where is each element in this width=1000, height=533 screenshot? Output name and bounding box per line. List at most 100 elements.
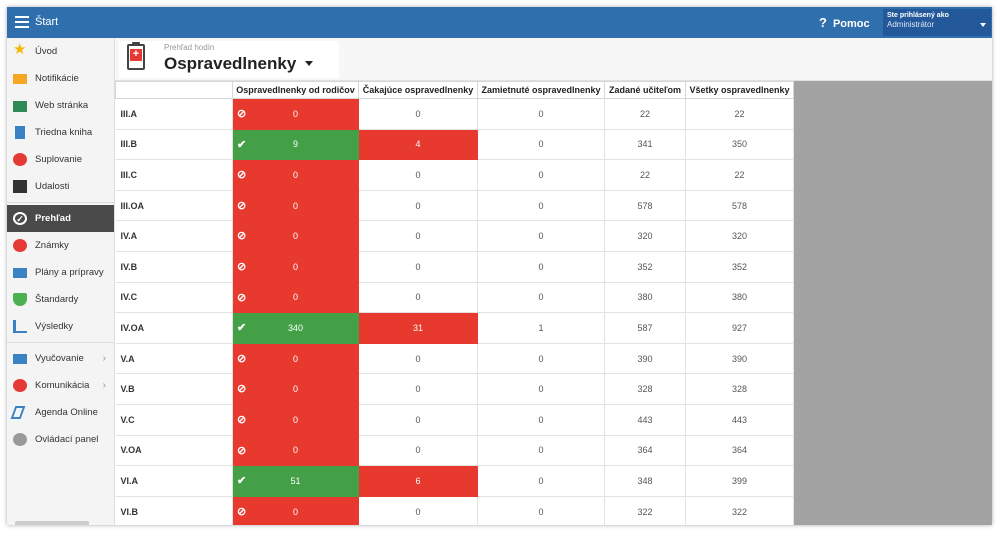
- sidebar-item-0[interactable]: ★ Úvod: [7, 38, 114, 65]
- column-header-teacher[interactable]: Zadané učiteľom: [604, 81, 686, 99]
- teacher-cell: 22: [604, 98, 686, 130]
- table-row[interactable]: VI.B ⊘ 0 0 0 322 322: [115, 495, 794, 525]
- help-button[interactable]: ? Pomoc: [819, 15, 870, 30]
- view-selector[interactable]: Prehľad hodín Ospravedlnenky: [119, 41, 339, 78]
- parents-cell: ⊘ 0: [232, 220, 359, 252]
- start-title[interactable]: Štart: [35, 16, 59, 28]
- rejected-cell-value: 0: [538, 169, 544, 180]
- table-row[interactable]: IV.C ⊘ 0 0 0 380 380: [115, 281, 794, 314]
- column-header-pending[interactable]: Čakajúce ospravedlnenky: [358, 81, 478, 99]
- parents-cell-value: 0: [292, 200, 298, 211]
- table-row[interactable]: V.B ⊘ 0 0 0 328 328: [115, 373, 794, 405]
- sidebar-item-2[interactable]: Web stránka: [7, 92, 114, 119]
- parents-cell: ✔ 340: [232, 312, 359, 344]
- teacher-cell: 352: [604, 250, 686, 283]
- parents-cell: ⊘ 0: [232, 403, 359, 436]
- hamburger-icon[interactable]: [15, 16, 29, 28]
- sidebar-item-6[interactable]: ✓ Prehľad: [7, 205, 114, 232]
- teacher-cell-value: 320: [637, 231, 653, 242]
- sidebar-item-1[interactable]: Notifikácie: [7, 65, 114, 92]
- table-row[interactable]: III.OA ⊘ 0 0 0 578 578: [115, 189, 794, 222]
- grades-icon: [13, 239, 27, 252]
- pen-icon: [10, 406, 26, 419]
- column-header-rejected[interactable]: Zamietnuté ospravedlnenky: [477, 81, 605, 99]
- rejected-cell-value: 0: [538, 384, 544, 395]
- column-header-class: [115, 81, 233, 99]
- class-cell-value: VI.B: [120, 506, 139, 517]
- column-header-all[interactable]: Všetky ospravedlnenky: [685, 81, 794, 99]
- teacher-cell-value: 22: [639, 169, 650, 180]
- sidebar-scrollbar[interactable]: [15, 521, 89, 525]
- teacher-cell-value: 352: [637, 261, 653, 272]
- class-cell: V.A: [115, 342, 233, 375]
- ban-icon: ⊘: [237, 291, 247, 304]
- table-row[interactable]: III.B ✔ 9 4 0 341 350: [115, 128, 794, 161]
- ban-icon: ⊘: [237, 230, 247, 243]
- sidebar-item-3[interactable]: Triedna kniha: [7, 119, 114, 146]
- ban-icon: ⊘: [237, 108, 247, 120]
- sidebar-item-12[interactable]: Komunikácia ›: [7, 372, 114, 399]
- table-row[interactable]: IV.A ⊘ 0 0 0 320 320: [115, 220, 794, 252]
- bar-chart-icon: [13, 320, 27, 333]
- home-icon: [13, 101, 27, 112]
- teacher-cell: 322: [604, 495, 686, 525]
- sidebar-item-14[interactable]: Ovládací panel: [7, 426, 114, 453]
- column-header-parents[interactable]: Ospravedlnenky od rodičov: [232, 81, 359, 99]
- teacher-cell: 390: [604, 342, 686, 375]
- parents-cell: ⊘ 0: [232, 250, 359, 283]
- class-cell-value: V.C: [120, 414, 135, 425]
- class-cell-value: IV.A: [120, 231, 138, 242]
- sidebar-item-5[interactable]: Udalosti: [7, 173, 114, 200]
- page-subtitle: Prehľad hodín: [164, 43, 215, 52]
- help-icon: ?: [819, 15, 827, 30]
- class-cell-value: IV.C: [120, 292, 138, 303]
- all-cell: 328: [685, 373, 794, 405]
- sidebar-item-7[interactable]: Známky: [7, 232, 114, 259]
- table-row[interactable]: V.A ⊘ 0 0 0 390 390: [115, 342, 794, 375]
- sidebar-item-10[interactable]: Výsledky: [7, 313, 114, 340]
- class-cell: III.B: [115, 128, 233, 161]
- rejected-cell: 0: [477, 495, 605, 525]
- pending-cell: 0: [358, 373, 478, 405]
- chevron-down-icon: [305, 61, 313, 66]
- class-cell-value: III.A: [120, 108, 138, 119]
- top-bar: Štart ? Pomoc Ste prihlásený ako Administ…: [7, 7, 992, 38]
- class-cell-value: V.OA: [120, 445, 142, 456]
- table-row[interactable]: IV.OA ✔ 340 31 1 587 927: [115, 312, 794, 344]
- sidebar-item-label: Suplovanie: [35, 154, 83, 165]
- rejected-cell: 0: [477, 220, 605, 252]
- rejected-cell: 0: [477, 465, 605, 497]
- teacher-cell: 578: [604, 189, 686, 222]
- ban-icon: ⊘: [237, 352, 247, 365]
- all-cell-value: 322: [731, 506, 748, 517]
- table-row[interactable]: V.C ⊘ 0 0 0 443 443: [115, 403, 794, 436]
- all-cell: 927: [685, 312, 794, 344]
- sidebar-item-8[interactable]: Plány a prípravy: [7, 259, 114, 286]
- rejected-cell: 0: [477, 98, 605, 130]
- rejected-cell-value: 0: [538, 445, 544, 456]
- all-cell: 22: [685, 159, 794, 191]
- rejected-cell-value: 0: [538, 231, 544, 242]
- table-row[interactable]: VI.A ✔ 51 6 0 348 399: [115, 465, 794, 497]
- pending-cell-value: 0: [415, 292, 421, 303]
- user-role: Administrátor: [887, 20, 935, 29]
- sidebar-item-11[interactable]: Vyučovanie ›: [7, 345, 114, 372]
- parents-cell-value: 0: [292, 169, 298, 180]
- all-cell: 443: [685, 403, 794, 436]
- table-row[interactable]: IV.B ⊘ 0 0 0 352 352: [115, 250, 794, 283]
- sidebar-item-13[interactable]: Agenda Online: [7, 399, 114, 426]
- user-menu[interactable]: Ste prihlásený ako Administrátor: [883, 9, 991, 36]
- teacher-cell: 348: [604, 465, 686, 497]
- parents-cell: ⊘ 0: [232, 495, 359, 525]
- all-cell: 390: [685, 342, 794, 375]
- class-cell: IV.A: [115, 220, 233, 252]
- sidebar-item-4[interactable]: Suplovanie: [7, 146, 114, 173]
- table-row[interactable]: V.OA ⊘ 0 0 0 364 364: [115, 434, 794, 467]
- rejected-cell: 0: [477, 373, 605, 405]
- parents-cell-value: 51: [290, 475, 301, 486]
- pending-cell-value: 0: [415, 506, 421, 517]
- table-row[interactable]: III.C ⊘ 0 0 0 22 22: [115, 159, 794, 191]
- parents-cell-value: 0: [292, 506, 298, 517]
- sidebar-item-9[interactable]: Štandardy: [7, 286, 114, 313]
- table-row[interactable]: III.A ⊘ 0 0 0 22 22: [115, 98, 794, 130]
